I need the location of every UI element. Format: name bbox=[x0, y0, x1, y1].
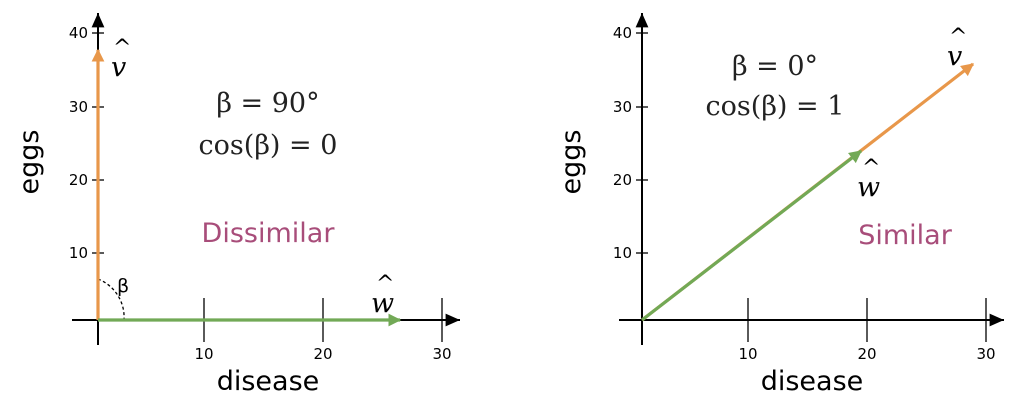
svg-text:^: ^ bbox=[376, 272, 394, 297]
left-y-axis-label: eggs bbox=[14, 130, 45, 195]
right-y-tick-label-10: 10 bbox=[613, 244, 632, 262]
svg-text:w: w bbox=[371, 288, 394, 319]
svg-text:w: w bbox=[857, 172, 880, 203]
left-angle-label: β bbox=[117, 275, 129, 297]
right-x-axis-label: disease bbox=[761, 366, 864, 397]
svg-text:^: ^ bbox=[113, 36, 131, 61]
right-x-tick-label-30: 30 bbox=[976, 345, 995, 363]
left-x-tick-label-10: 10 bbox=[194, 345, 213, 363]
left-v-hat-label: ^ v bbox=[111, 36, 131, 83]
left-x-tick-label-30: 30 bbox=[432, 345, 451, 363]
left-y-tick-label-40: 40 bbox=[69, 24, 88, 42]
right-x-tick-label-10: 10 bbox=[738, 345, 757, 363]
right-beta-equation: β = 0° bbox=[732, 51, 818, 82]
svg-text:v: v bbox=[947, 41, 962, 72]
left-y-tick-label-20: 20 bbox=[69, 171, 88, 189]
svg-text:v: v bbox=[111, 52, 126, 83]
svg-text:^: ^ bbox=[949, 25, 967, 50]
left-verdict: Dissimilar bbox=[202, 218, 336, 249]
left-beta-equation: β = 90° bbox=[216, 88, 319, 119]
left-w-hat-label: ^ w bbox=[371, 272, 394, 319]
right-panel: 10 20 30 40 10 20 30 disease eggs ^ v ^ … bbox=[556, 12, 1004, 397]
right-w-vector bbox=[641, 149, 863, 322]
right-y-tick-label-20: 20 bbox=[613, 171, 632, 189]
right-x-tick-label-20: 20 bbox=[857, 345, 876, 363]
right-w-hat-label: ^ w bbox=[857, 156, 880, 203]
right-y-axis-label: eggs bbox=[556, 130, 587, 195]
left-cos-equation: cos(β) = 0 bbox=[199, 130, 338, 161]
left-x-axis-label: disease bbox=[217, 366, 320, 397]
svg-text:^: ^ bbox=[862, 156, 880, 181]
left-y-tick-label-10: 10 bbox=[69, 244, 88, 262]
left-panel: 10 20 30 40 10 20 30 disease eggs β ^ v … bbox=[14, 12, 460, 397]
right-v-hat-label: ^ v bbox=[947, 25, 967, 72]
right-y-tick-label-40: 40 bbox=[613, 24, 632, 42]
left-y-tick-label-30: 30 bbox=[69, 98, 88, 116]
left-x-tick-label-20: 20 bbox=[313, 345, 332, 363]
right-y-tick-label-30: 30 bbox=[613, 98, 632, 116]
right-cos-equation: cos(β) = 1 bbox=[706, 91, 845, 122]
right-verdict: Similar bbox=[858, 220, 952, 251]
left-angle-arc bbox=[97, 278, 125, 321]
